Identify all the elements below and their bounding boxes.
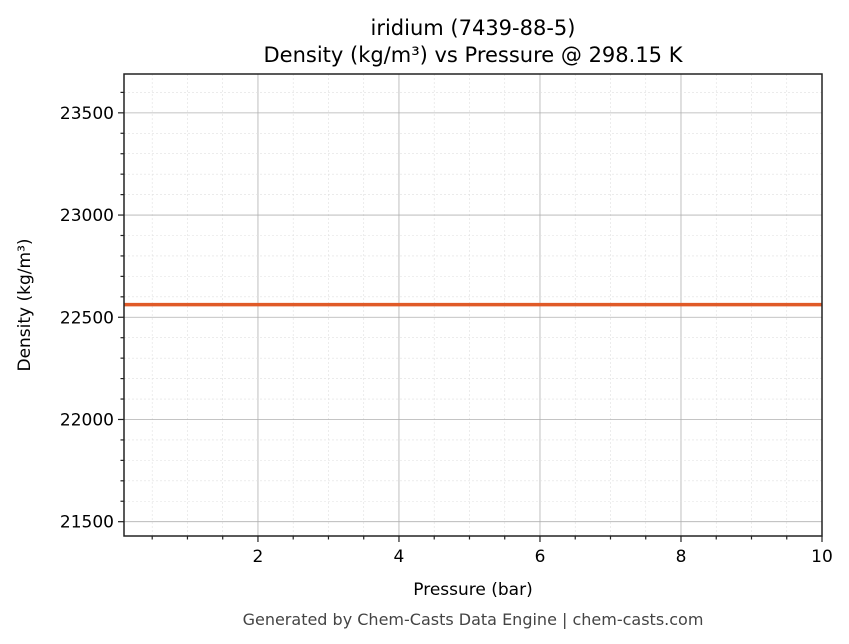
y-tick-label: 23500 <box>60 104 114 124</box>
x-tick-label: 8 <box>676 547 687 567</box>
y-tick-label: 22000 <box>60 410 114 430</box>
y-tick-label: 22500 <box>60 308 114 328</box>
y-axis-label: Density (kg/m³) <box>15 238 35 371</box>
y-tick-label: 21500 <box>60 513 114 533</box>
x-axis-label: Pressure (bar) <box>413 580 532 600</box>
y-tick-label: 23000 <box>60 206 114 226</box>
footer-credit: Generated by Chem-Casts Data Engine | ch… <box>243 610 704 629</box>
x-tick-label: 2 <box>253 547 264 567</box>
x-tick-label: 10 <box>811 547 833 567</box>
chart-title: iridium (7439-88-5) <box>371 16 576 40</box>
x-tick-label: 4 <box>394 547 405 567</box>
plot-frame <box>123 73 823 537</box>
chart-subtitle: Density (kg/m³) vs Pressure @ 298.15 K <box>263 43 683 67</box>
x-tick-label: 6 <box>535 547 546 567</box>
